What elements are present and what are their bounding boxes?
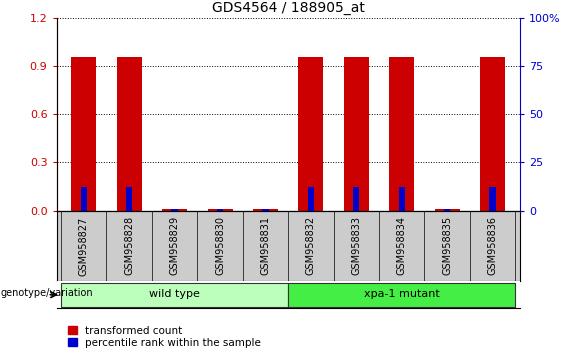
Text: GSM958835: GSM958835 <box>442 216 452 275</box>
Text: wild type: wild type <box>149 289 200 299</box>
Text: GSM958834: GSM958834 <box>397 216 407 275</box>
Text: GSM958830: GSM958830 <box>215 216 225 275</box>
Text: GSM958827: GSM958827 <box>79 216 89 275</box>
Bar <box>162 209 187 211</box>
Bar <box>298 57 323 211</box>
Text: GSM958832: GSM958832 <box>306 216 316 275</box>
Bar <box>344 57 369 211</box>
Text: GSM958828: GSM958828 <box>124 216 134 275</box>
Bar <box>171 209 178 211</box>
Bar <box>398 188 405 211</box>
Bar <box>126 188 132 211</box>
Bar <box>217 209 223 211</box>
Bar <box>489 188 496 211</box>
Bar <box>389 57 414 211</box>
Text: GSM958831: GSM958831 <box>260 216 271 275</box>
Bar <box>480 57 505 211</box>
Text: xpa-1 mutant: xpa-1 mutant <box>364 289 440 299</box>
Text: genotype/variation: genotype/variation <box>1 289 93 298</box>
Bar <box>353 188 359 211</box>
Bar <box>253 209 278 211</box>
Text: GSM958836: GSM958836 <box>488 216 498 275</box>
Title: GDS4564 / 188905_at: GDS4564 / 188905_at <box>212 1 364 15</box>
Bar <box>117 57 142 211</box>
Text: GSM958829: GSM958829 <box>170 216 180 275</box>
Bar <box>444 209 450 211</box>
Bar <box>434 209 459 211</box>
Legend: transformed count, percentile rank within the sample: transformed count, percentile rank withi… <box>67 325 262 349</box>
Bar <box>262 209 268 211</box>
Bar <box>308 188 314 211</box>
Bar <box>81 188 87 211</box>
Bar <box>71 57 96 211</box>
Text: GSM958833: GSM958833 <box>351 216 361 275</box>
Bar <box>61 283 288 307</box>
Bar <box>207 209 233 211</box>
Bar <box>288 283 515 307</box>
